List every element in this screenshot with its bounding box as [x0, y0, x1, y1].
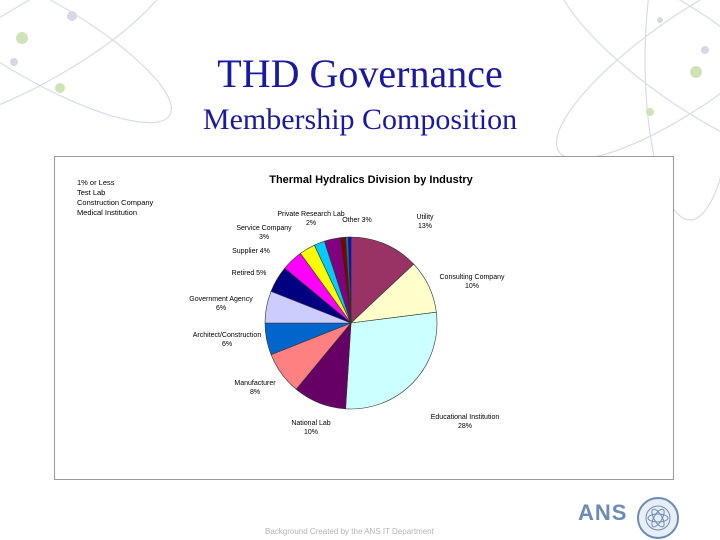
small-group-item: Test Lab	[77, 188, 105, 197]
slice-label-name: Utility	[416, 214, 434, 221]
slice-label-name: Consulting Company	[440, 274, 505, 281]
slice-label-value: 3%	[259, 234, 269, 241]
ans-logo-text: ANS	[578, 500, 628, 525]
slice-label-value: 2%	[306, 220, 316, 227]
slice-label: Utility 13%	[416, 214, 434, 230]
footer-credit: Background Created by the ANS IT Departm…	[265, 527, 434, 536]
slice-label-name: Educational Institution	[431, 414, 500, 421]
pie-slice-educational-institution	[345, 311, 438, 410]
slide-title: THD Governance	[217, 51, 503, 96]
pie-labels: Utility 13% Consulting Company 10% Education…	[189, 211, 505, 436]
chart-title: Thermal Hydralics Division by Industry	[269, 174, 473, 186]
pie-chart: Thermal Hydralics Division by Industry 1…	[77, 174, 505, 436]
slice-label: Service Company 3%	[236, 225, 292, 241]
slice-label: Consulting Company 10%	[440, 274, 505, 290]
slice-label-name: Service Company	[236, 225, 292, 232]
ans-seal-icon	[637, 497, 679, 539]
slice-label-value: 10%	[465, 283, 479, 290]
slice-label-name: Architect/Construction	[193, 332, 262, 339]
slice-label-name: Manufacturer	[234, 380, 276, 387]
small-group-item: Construction Company	[77, 198, 154, 207]
pie-slice-utility	[350, 236, 415, 324]
slice-label-value: 28%	[458, 423, 472, 430]
slice-label-value: 8%	[250, 389, 260, 396]
slice-label-value: 6%	[216, 305, 226, 312]
slice-label: Retired 5%	[232, 270, 267, 277]
slice-label: Private Research Lab 2%	[277, 211, 344, 227]
slice-label-value: 10%	[304, 429, 318, 436]
slice-label: Architect/Construction 6%	[193, 332, 262, 348]
slice-label: Manufacturer 8%	[234, 380, 276, 396]
slice-label: Government Agency 6%	[189, 296, 253, 312]
slide-subtitle: Membership Composition	[202, 103, 518, 136]
slice-label: Educational Institution 28%	[431, 414, 500, 430]
pie-slice-medical-institution	[347, 236, 352, 324]
slice-label-name: Private Research Lab	[277, 211, 344, 218]
pie-chart-panel: Thermal Hydralics Division by Industry 1…	[54, 156, 674, 480]
slice-label-value: 13%	[418, 223, 432, 230]
slice-label-value: 6%	[222, 341, 232, 348]
pie-slices	[264, 236, 438, 410]
slice-label-name: National Lab	[291, 420, 330, 427]
slice-label: Supplier 4%	[232, 248, 270, 255]
small-group-heading: 1% or Less	[77, 178, 115, 187]
slice-label: Other 3%	[342, 217, 372, 224]
small-group-item: Medical Institution	[77, 208, 137, 217]
slice-label-name: Government Agency	[189, 296, 253, 303]
slice-label: National Lab 10%	[291, 420, 330, 436]
